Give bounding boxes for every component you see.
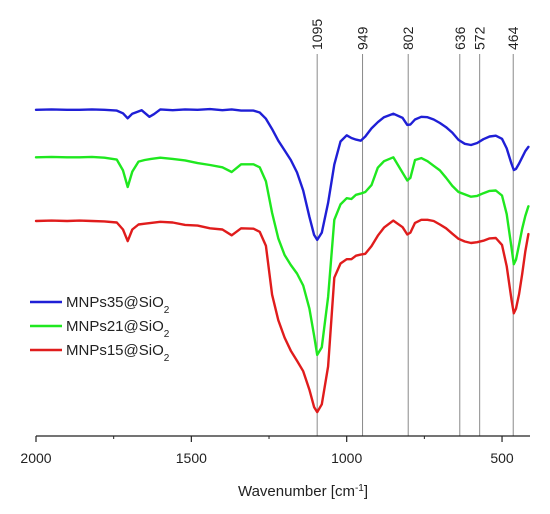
x-tick-label: 2000: [20, 450, 51, 466]
legend-label-2: MNPs21@SiO2: [66, 318, 170, 340]
series-line-2: [34, 155, 530, 357]
spectra-series: [34, 107, 530, 414]
x-axis-title-superscript: -1: [355, 483, 364, 494]
peak-label-464: 464: [505, 26, 521, 50]
peak-label-1095: 1095: [309, 19, 325, 50]
series-line-3: [34, 218, 530, 414]
x-axis-ticks: 2000 1500 1000 500: [20, 436, 514, 466]
x-axis-title-suffix: ]: [364, 483, 368, 500]
peak-label-802: 802: [400, 26, 416, 50]
peak-label-572: 572: [472, 26, 488, 50]
x-tick-label: 1000: [331, 450, 362, 466]
x-axis-title: Wavenumber [cm-1]: [238, 483, 368, 501]
legend-label-1: MNPs35@SiO2: [66, 294, 170, 316]
x-tick-label: 1500: [176, 450, 207, 466]
peak-label-949: 949: [355, 26, 371, 50]
series-line-1: [34, 107, 530, 242]
x-tick-label: 500: [490, 450, 514, 466]
legend-label-3: MNPs15@SiO2: [66, 342, 170, 364]
x-axis-title-main: Wavenumber [cm: [238, 483, 355, 500]
peak-label-636: 636: [452, 26, 468, 50]
peak-reference-lines: 1095 949 802 636 572 464: [309, 19, 521, 436]
